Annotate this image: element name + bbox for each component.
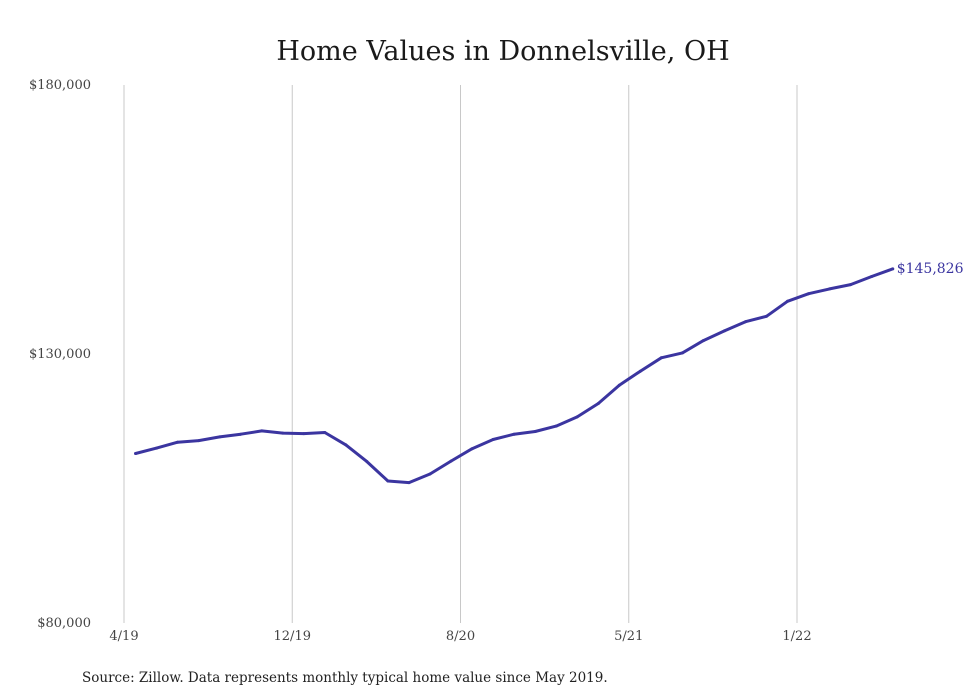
data-point [239, 432, 243, 436]
data-point [512, 432, 516, 436]
x-axis-ticks: 4/19 12/19 8/20 5/21 1/22 [109, 629, 811, 644]
x-tick-label: 4/19 [109, 629, 138, 644]
grid-lines [123, 85, 798, 623]
x-tick-label: 8/20 [446, 629, 475, 644]
data-point [849, 283, 853, 287]
data-point [197, 439, 201, 443]
data-point [491, 438, 495, 441]
series-line [134, 267, 895, 485]
data-point [701, 339, 705, 343]
data-point [596, 402, 600, 405]
y-tick-label: $130,000 [29, 347, 91, 362]
data-point [617, 383, 621, 387]
end-value-label: $145,826 [897, 261, 964, 277]
series-layer [134, 267, 895, 485]
data-point [302, 432, 306, 436]
data-point [260, 429, 264, 433]
data-point [891, 267, 895, 271]
data-point [323, 431, 327, 434]
y-tick-label: $180,000 [29, 78, 91, 93]
chart-title: Home Values in Donnelsville, OH [276, 36, 729, 67]
data-point [386, 479, 390, 483]
data-point [533, 430, 537, 433]
source-note: Source: Zillow. Data represents monthly … [82, 670, 608, 686]
data-point [870, 275, 874, 278]
data-point [449, 459, 453, 463]
data-point [281, 431, 285, 435]
data-point [765, 314, 768, 318]
data-point [470, 447, 474, 451]
data-point [807, 292, 811, 296]
data-point [638, 369, 642, 373]
data-point [365, 460, 369, 464]
data-point [155, 446, 159, 450]
y-tick-label: $80,000 [37, 616, 91, 631]
x-tick-label: 1/22 [782, 629, 811, 644]
data-point [134, 452, 138, 455]
data-point [428, 472, 432, 476]
data-point [828, 287, 832, 291]
x-tick-label: 5/21 [614, 629, 643, 644]
data-point [176, 440, 180, 444]
data-point [744, 320, 747, 324]
data-point [659, 356, 663, 360]
data-point [218, 435, 222, 439]
data-point [575, 415, 579, 419]
data-point [722, 329, 726, 333]
data-point [680, 351, 684, 355]
data-point [554, 424, 558, 428]
data-point [786, 299, 789, 303]
y-axis-ticks: $180,000 $130,000 $80,000 [29, 78, 91, 631]
data-point [407, 481, 411, 485]
x-tick-label: 12/19 [274, 629, 311, 644]
data-point [344, 443, 348, 447]
